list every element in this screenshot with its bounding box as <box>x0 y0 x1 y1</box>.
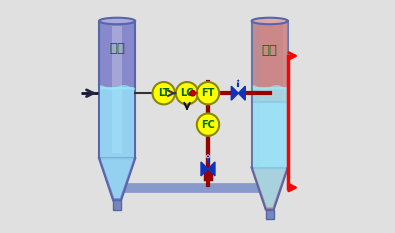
Circle shape <box>176 82 198 104</box>
Circle shape <box>237 79 240 82</box>
Polygon shape <box>201 162 208 176</box>
FancyBboxPatch shape <box>284 21 288 168</box>
Text: FT: FT <box>201 88 214 98</box>
Circle shape <box>197 82 219 104</box>
Text: LC: LC <box>180 88 194 98</box>
FancyBboxPatch shape <box>113 200 121 210</box>
FancyBboxPatch shape <box>266 210 274 219</box>
Polygon shape <box>99 158 135 200</box>
Polygon shape <box>252 168 288 210</box>
Circle shape <box>207 155 209 158</box>
FancyBboxPatch shape <box>113 27 122 153</box>
Ellipse shape <box>252 18 288 24</box>
FancyBboxPatch shape <box>253 87 287 167</box>
Text: FC: FC <box>201 120 215 130</box>
FancyBboxPatch shape <box>99 21 135 158</box>
Ellipse shape <box>99 18 135 24</box>
Circle shape <box>197 113 219 136</box>
Text: LT: LT <box>158 88 169 98</box>
Polygon shape <box>238 86 245 100</box>
Polygon shape <box>100 157 134 198</box>
Text: 甲塔: 甲塔 <box>109 42 125 55</box>
Text: 乙塔: 乙塔 <box>262 44 278 57</box>
Polygon shape <box>253 167 287 207</box>
Polygon shape <box>208 162 215 176</box>
Circle shape <box>152 82 175 104</box>
FancyBboxPatch shape <box>252 21 288 102</box>
Polygon shape <box>231 86 238 100</box>
FancyBboxPatch shape <box>252 102 288 168</box>
FancyBboxPatch shape <box>256 21 260 168</box>
Circle shape <box>190 90 196 96</box>
FancyBboxPatch shape <box>100 87 134 157</box>
